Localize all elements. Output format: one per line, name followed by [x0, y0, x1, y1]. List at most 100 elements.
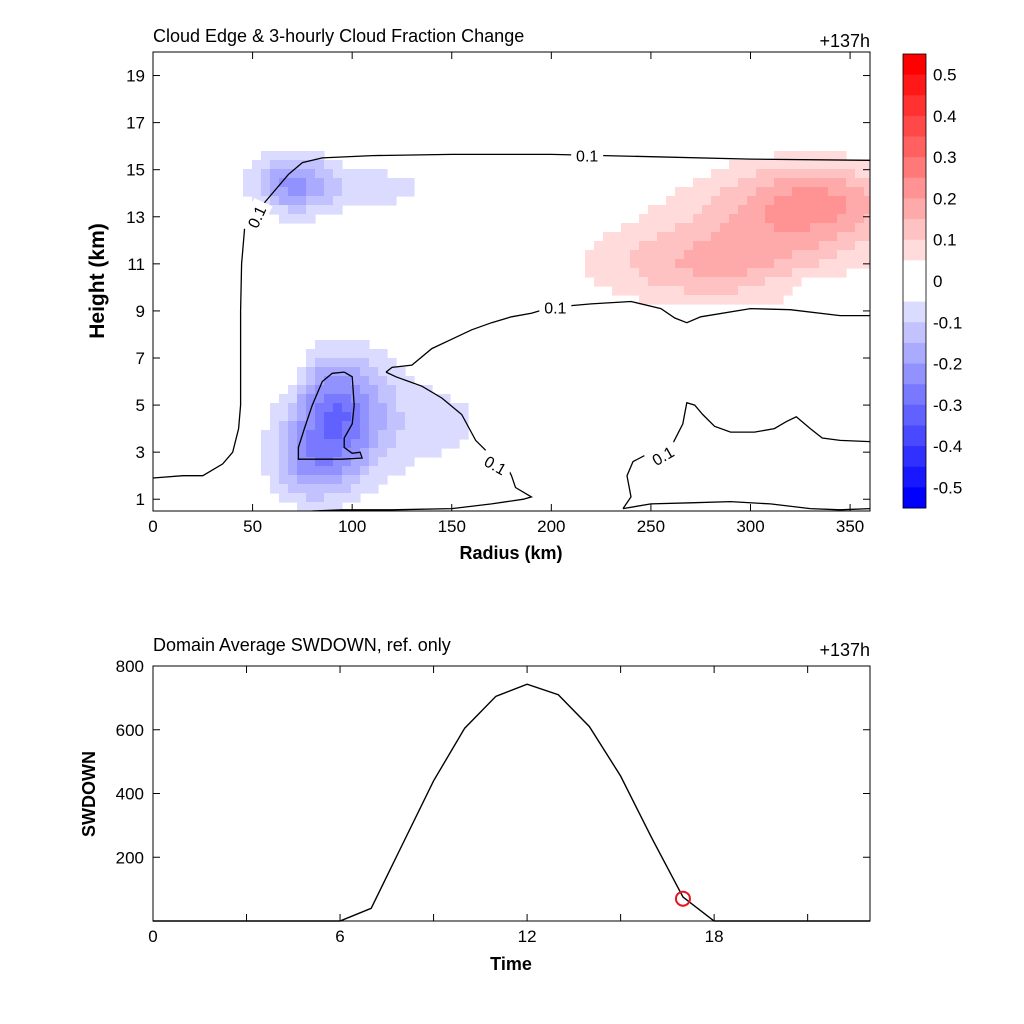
heatmap-cell — [747, 295, 757, 305]
heatmap-cell — [639, 223, 649, 233]
heatmap-cell — [315, 484, 325, 494]
heatmap-cell — [720, 295, 730, 305]
heatmap-cell — [801, 241, 811, 251]
heatmap-cell — [594, 241, 604, 251]
heatmap-cell — [306, 484, 316, 494]
heatmap-cell — [333, 403, 343, 413]
heatmap-cell — [675, 205, 685, 215]
heatmap-cell — [315, 394, 325, 404]
heatmap-cell — [639, 286, 649, 296]
heatmap-cell — [639, 295, 649, 305]
heatmap-cell — [396, 412, 406, 422]
colorbar-tick-label: -0.1 — [933, 313, 962, 332]
heatmap-cell — [819, 205, 829, 215]
heatmap-cell — [378, 358, 388, 368]
heatmap-cell — [432, 448, 442, 458]
heatmap-cell — [333, 169, 343, 179]
heatmap-cell — [279, 205, 289, 215]
heatmap-cell — [810, 151, 820, 161]
heatmap-cell — [288, 196, 298, 206]
heatmap-cell — [324, 475, 334, 485]
heatmap-cell — [360, 394, 370, 404]
heatmap-cell — [432, 430, 442, 440]
heatmap-cell — [711, 214, 721, 224]
heatmap-cell — [279, 475, 289, 485]
heatmap-cell — [261, 169, 271, 179]
heatmap-cell — [648, 259, 658, 269]
colorbar-bin — [903, 425, 926, 447]
colorbar-bin — [903, 74, 926, 96]
heatmap-cell — [792, 232, 802, 242]
heatmap-cell — [621, 241, 631, 251]
heatmap-cell — [720, 232, 730, 242]
heatmap-cell — [666, 286, 676, 296]
heatmap-cell — [279, 196, 289, 206]
heatmap-cell — [855, 223, 865, 233]
heatmap-cell — [378, 475, 388, 485]
heatmap-cell — [405, 421, 415, 431]
heatmap-cell — [405, 385, 415, 395]
heatmap-cell — [315, 421, 325, 431]
heatmap-cell — [297, 457, 307, 467]
heatmap-cell — [369, 196, 379, 206]
heatmap-cell — [405, 187, 415, 197]
heatmap-cell — [765, 169, 775, 179]
heatmap-cell — [774, 268, 784, 278]
heatmap-cell — [828, 160, 838, 170]
heatmap-cell — [360, 196, 370, 206]
heatmap-cell — [693, 277, 703, 287]
heatmap-cell — [801, 232, 811, 242]
colorbar-tick-label: 0.5 — [933, 66, 957, 85]
heatmap-cell — [693, 259, 703, 269]
heatmap-cell — [315, 358, 325, 368]
heatmap-cell — [270, 457, 280, 467]
heatmap-cell — [414, 448, 424, 458]
heatmap-cell — [603, 241, 613, 251]
heatmap-cell — [756, 178, 766, 188]
heatmap-cell — [621, 268, 631, 278]
heatmap-cell — [306, 358, 316, 368]
heatmap-cell — [324, 169, 334, 179]
heatmap-cell — [594, 277, 604, 287]
heatmap-cell — [819, 214, 829, 224]
heatmap-cell — [306, 439, 316, 449]
heatmap-cell — [729, 268, 739, 278]
heatmap-cell — [783, 268, 793, 278]
heatmap-cell — [828, 169, 838, 179]
heatmap-cell — [666, 223, 676, 233]
heatmap-cell — [783, 205, 793, 215]
heatmap-cell — [738, 232, 748, 242]
heatmap-cell — [315, 493, 325, 503]
heatmap-cell — [846, 223, 856, 233]
heatmap-cell — [675, 259, 685, 269]
heatmap-cell — [450, 412, 460, 422]
heatmap-cell — [747, 241, 757, 251]
heatmap-cell — [828, 268, 838, 278]
heatmap-cell — [774, 223, 784, 233]
heatmap-cell — [603, 250, 613, 260]
heatmap-cell — [657, 250, 667, 260]
y-tick-label: 200 — [116, 848, 144, 867]
heatmap-cell — [702, 178, 712, 188]
heatmap-cell — [693, 214, 703, 224]
heatmap-cell — [324, 502, 334, 511]
heatmap-cell — [819, 178, 829, 188]
heatmap-cell — [351, 475, 361, 485]
heatmap-cell — [387, 430, 397, 440]
heatmap-cell — [774, 205, 784, 215]
heatmap-cell — [333, 367, 343, 377]
heatmap-cell — [765, 295, 775, 305]
heatmap-cell — [765, 223, 775, 233]
heatmap-cell — [315, 412, 325, 422]
heatmap-cell — [783, 241, 793, 251]
heatmap-cell — [810, 178, 820, 188]
heatmap-cell — [702, 205, 712, 215]
heatmap-cell — [378, 196, 388, 206]
heatmap-cell — [747, 205, 757, 215]
heatmap-cell — [846, 178, 856, 188]
heatmap-cell — [333, 178, 343, 188]
heatmap-cell — [306, 160, 316, 170]
y-tick-label: 17 — [126, 114, 145, 133]
heatmap-cell — [306, 376, 316, 386]
colorbar-bin — [903, 95, 926, 117]
